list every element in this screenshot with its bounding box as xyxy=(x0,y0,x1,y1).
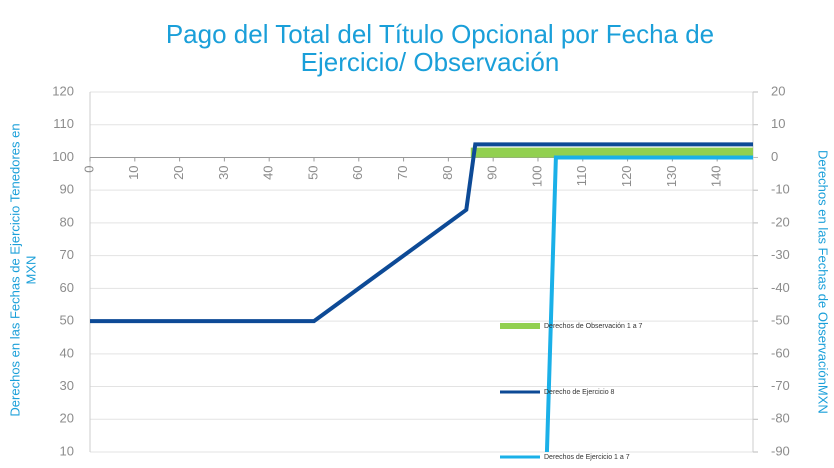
x-tick-label: 120 xyxy=(619,165,634,187)
x-tick-label: 60 xyxy=(350,165,365,179)
series-line xyxy=(90,142,753,324)
legend-swatch xyxy=(500,323,540,329)
y2-tick-label: -10 xyxy=(771,182,790,197)
x-tick-label: 50 xyxy=(305,165,320,179)
y2-tick-label: -60 xyxy=(771,345,790,360)
y-tick-label: 100 xyxy=(52,149,74,164)
y-tick-label: 10 xyxy=(60,443,74,458)
x-tick-label: 140 xyxy=(709,165,724,187)
y2-tick-label: -50 xyxy=(771,313,790,328)
y2-tick-label: -90 xyxy=(771,443,790,458)
x-tick-label: 80 xyxy=(440,165,455,179)
x-tick-label: 10 xyxy=(126,165,141,179)
y-tick-label: 120 xyxy=(52,83,74,98)
y2-tick-label: 10 xyxy=(771,116,785,131)
y-tick-label: 80 xyxy=(60,214,74,229)
y-tick-label: 20 xyxy=(60,411,74,426)
x-tick-label: 130 xyxy=(664,165,679,187)
y-tick-label: 50 xyxy=(60,313,74,328)
y2-tick-label: -70 xyxy=(771,378,790,393)
x-tick-label: 0 xyxy=(81,165,96,172)
chart-title: Pago del Total del Título Opcional por F… xyxy=(166,19,714,49)
y-tick-label: 30 xyxy=(60,378,74,393)
y-tick-label: 90 xyxy=(60,182,74,197)
y2-tick-label: -40 xyxy=(771,280,790,295)
x-tick-label: 40 xyxy=(261,165,276,179)
legend-label: Derechos de Ejercicio 1 a 7 xyxy=(544,454,630,461)
x-tick-label: 110 xyxy=(574,165,589,186)
y2-tick-label: 20 xyxy=(771,83,785,98)
y-tick-label: 70 xyxy=(60,247,74,262)
chart-title: Ejercicio/ Observación xyxy=(301,47,560,77)
x-tick-label: 30 xyxy=(216,165,231,179)
y-tick-label: 40 xyxy=(60,345,74,360)
y-axis-title: MXN xyxy=(23,256,38,285)
y-tick-label: 60 xyxy=(60,280,74,295)
series-line xyxy=(544,155,753,453)
x-tick-label: 70 xyxy=(395,165,410,179)
x-tick-label: 90 xyxy=(485,165,500,179)
y2-tick-label: -80 xyxy=(771,411,790,426)
y2-axis-title: Derechos en las Fechas de ObservaciónMXN xyxy=(816,150,831,414)
y2-tick-label: -30 xyxy=(771,247,790,262)
x-tick-label: 100 xyxy=(529,165,544,187)
y2-tick-label: 0 xyxy=(771,149,778,164)
y2-tick-label: -20 xyxy=(771,214,790,229)
y-tick-label: 110 xyxy=(53,116,74,131)
legend-label: Derecho de Ejercicio 8 xyxy=(544,389,615,396)
y-axis-title: Derechos en las Fechas de Ejercicio Tene… xyxy=(7,123,22,416)
legend-label: Derechos de Observación 1 a 7 xyxy=(544,323,643,330)
x-tick-label: 20 xyxy=(171,165,186,179)
series-area xyxy=(470,147,753,158)
